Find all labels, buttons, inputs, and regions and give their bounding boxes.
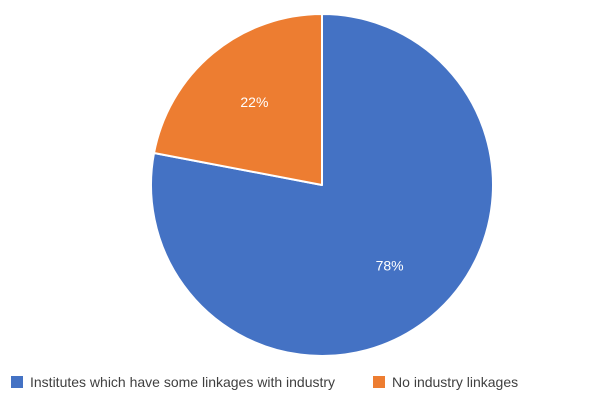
pie-slice-linkages xyxy=(150,13,494,357)
legend-item-linkages: Institutes which have some linkages with… xyxy=(11,374,335,390)
pie-slice-no-linkages xyxy=(153,13,323,186)
legend-swatch-no-linkages xyxy=(373,376,386,388)
pie-slices xyxy=(150,13,494,357)
slice-label-no-linkages: 22% xyxy=(240,94,268,110)
slice-label-linkages: 78% xyxy=(376,257,404,273)
pie-chart: 78% 22% xyxy=(150,13,494,357)
slice-labels: 78% 22% xyxy=(240,94,403,273)
legend-label-no-linkages: No industry linkages xyxy=(392,374,519,390)
legend-label-linkages: Institutes which have some linkages with… xyxy=(30,374,336,390)
legend: Institutes which have some linkages with… xyxy=(0,370,592,394)
legend-item-no-linkages: No industry linkages xyxy=(373,374,518,390)
legend-swatch-linkages xyxy=(11,376,23,388)
